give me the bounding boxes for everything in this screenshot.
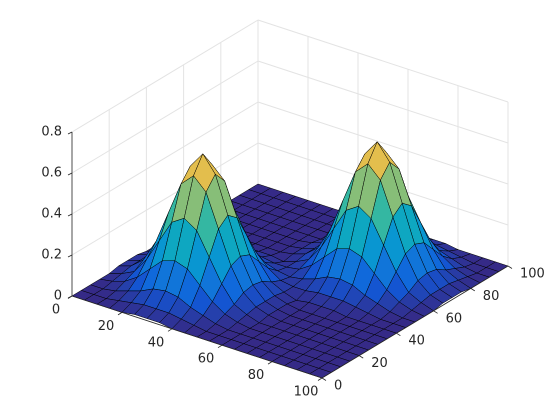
grid-line xyxy=(71,19,259,133)
z-tick-label: 0.2 xyxy=(41,248,62,263)
axis-line xyxy=(321,265,509,379)
tick-mark xyxy=(317,377,323,381)
tick-mark xyxy=(507,265,513,269)
grid-line xyxy=(71,101,259,215)
y-tick-label: 60 xyxy=(446,311,463,326)
tick-mark xyxy=(321,377,327,381)
x-tick-label: 60 xyxy=(198,352,215,367)
grid-line xyxy=(71,60,259,174)
tick-mark xyxy=(217,344,223,349)
tick-mark xyxy=(433,310,438,314)
z-tick-label: 0 xyxy=(54,289,62,304)
tick-mark xyxy=(167,328,173,332)
z-tick-label: 0.4 xyxy=(41,207,62,222)
grid-line xyxy=(257,60,509,144)
y-tick-label: 40 xyxy=(408,334,425,349)
y-tick-label: 0 xyxy=(334,379,342,394)
axis-line xyxy=(71,295,323,379)
x-tick-label: 20 xyxy=(98,319,115,334)
y-tick-label: 20 xyxy=(371,356,388,371)
grid-line xyxy=(71,142,259,256)
z-tick-label: 0.8 xyxy=(41,125,62,140)
tick-mark xyxy=(67,131,73,135)
tick-mark xyxy=(67,172,73,176)
tick-mark xyxy=(67,213,73,217)
y-tick-label: 80 xyxy=(483,289,500,304)
tick-mark xyxy=(396,332,401,337)
tick-mark xyxy=(267,361,273,365)
x-tick-label: 40 xyxy=(148,335,165,350)
grid-line xyxy=(257,19,509,103)
grid-line xyxy=(257,101,509,185)
tick-mark xyxy=(67,295,73,299)
x-tick-label: 80 xyxy=(248,368,265,383)
y-tick-label: 100 xyxy=(520,267,545,282)
x-tick-label: 0 xyxy=(52,303,60,318)
x-tick-label: 100 xyxy=(294,385,319,400)
tick-mark xyxy=(117,312,123,316)
tick-mark xyxy=(67,254,73,258)
tick-mark xyxy=(470,288,476,292)
tick-mark xyxy=(358,355,364,359)
z-tick-label: 0.6 xyxy=(41,166,62,181)
